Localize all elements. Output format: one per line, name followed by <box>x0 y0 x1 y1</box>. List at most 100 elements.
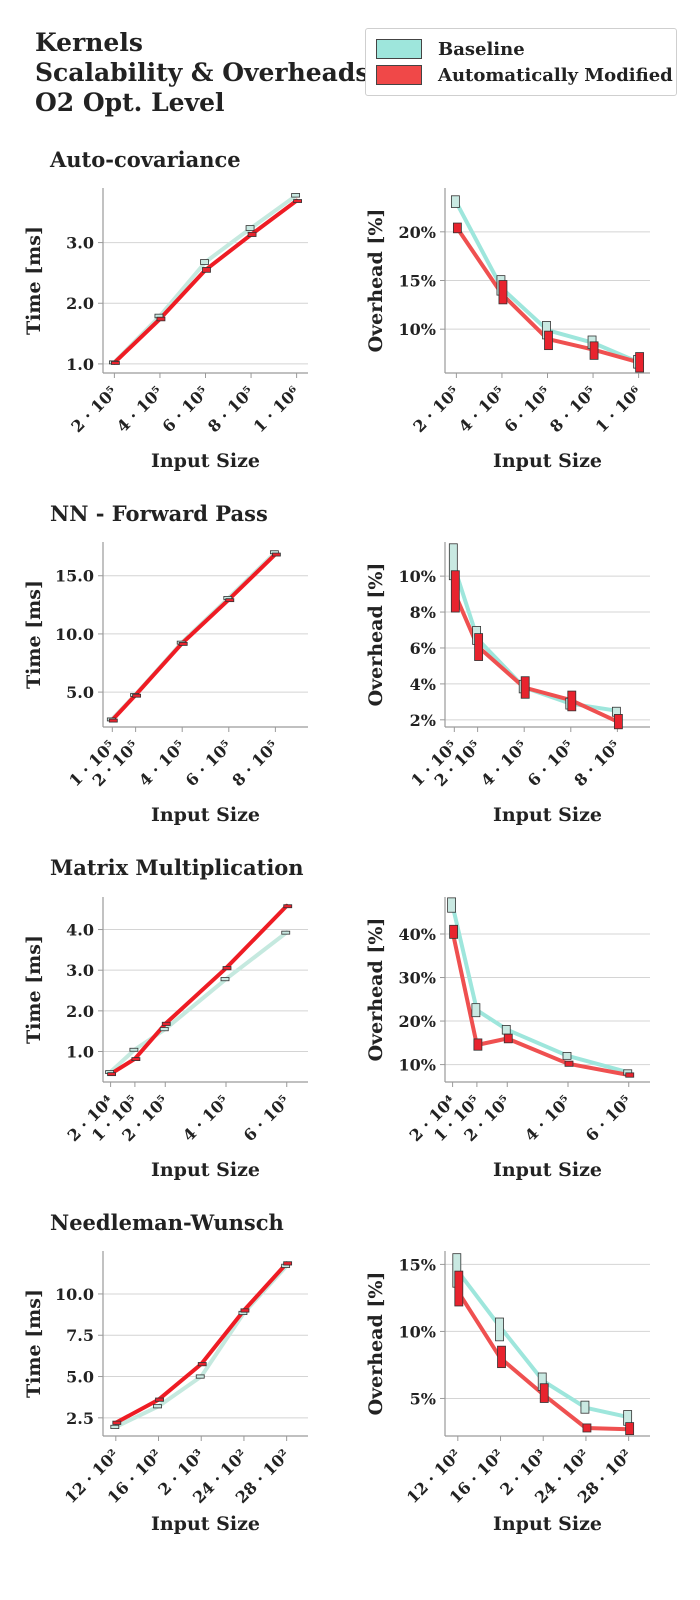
x-axis-label: Input Size <box>151 1159 260 1181</box>
x-axis-label: Input Size <box>493 804 602 826</box>
data-box-modified <box>240 1308 250 1313</box>
x-axis-label: Input Size <box>493 1513 602 1535</box>
y-tick-label: 3.0 <box>66 961 94 980</box>
data-box-baseline <box>501 1025 511 1035</box>
data-box-modified <box>625 1422 635 1436</box>
data-box-modified <box>156 316 166 322</box>
y-tick-label: 40% <box>399 925 436 944</box>
data-box-baseline <box>450 195 460 208</box>
data-box-modified <box>222 966 232 971</box>
y-tick-label: 8% <box>410 603 436 622</box>
data-box-modified <box>582 1423 592 1433</box>
data-box-modified <box>112 1420 122 1425</box>
figure-title: Kernels Scalability & Overheads, O2 Opt.… <box>35 28 379 117</box>
data-box-baseline <box>447 897 456 913</box>
data-box-modified <box>283 904 293 909</box>
panel-title-matrix-multiplication: Matrix Multiplication <box>50 855 304 880</box>
data-box-modified <box>567 690 577 712</box>
data-box-modified <box>454 1270 464 1307</box>
x-axis-label: Input Size <box>151 450 260 472</box>
panel-title-needleman-wunsch: Needleman-Wunsch <box>50 1210 284 1235</box>
data-box-modified <box>520 676 530 699</box>
y-axis-label: Overhead [%] <box>365 1272 387 1416</box>
x-axis-label: Input Size <box>493 450 602 472</box>
data-box-baseline <box>580 1400 590 1414</box>
y-axis-label: Time [ms] <box>23 580 45 689</box>
y-tick-label: 2.0 <box>66 294 94 313</box>
x-tick-label: 4 · 10⁵ <box>455 382 509 436</box>
y-axis-label: Time [ms] <box>23 935 45 1044</box>
y-tick-label: 2% <box>410 711 436 730</box>
data-box-modified <box>283 1261 293 1266</box>
y-tick-label: 10% <box>399 320 436 339</box>
y-tick-label: 4% <box>410 675 436 694</box>
data-box-modified <box>202 267 211 273</box>
x-axis-label: Input Size <box>151 804 260 826</box>
y-tick-label: 20% <box>399 223 436 242</box>
data-box-modified <box>161 1021 171 1026</box>
panel-title-nn-forward-pass: NN - Forward Pass <box>50 501 268 526</box>
y-tick-label: 15% <box>399 272 436 291</box>
data-box-baseline <box>200 259 209 265</box>
data-box-baseline <box>471 1003 481 1018</box>
data-box-modified <box>503 1033 513 1044</box>
data-box-modified <box>539 1383 549 1403</box>
y-tick-label: 7.5 <box>66 1326 94 1345</box>
y-tick-label: 10% <box>399 1056 436 1075</box>
x-tick-label: 2 · 10⁵ <box>409 382 463 436</box>
data-box-modified <box>450 570 460 613</box>
data-box-modified <box>625 1072 635 1078</box>
data-box-modified <box>544 330 553 351</box>
x-tick-label: 8 · 10⁵ <box>570 736 624 790</box>
data-box-modified <box>197 1362 207 1367</box>
data-box-modified <box>497 1345 506 1369</box>
y-axis-label: Overhead [%] <box>365 918 387 1062</box>
legend-swatch-modified <box>376 65 422 85</box>
y-tick-label: 6% <box>410 639 436 658</box>
data-box-modified <box>473 1038 483 1051</box>
data-box-baseline <box>495 1317 504 1342</box>
data-box-baseline <box>281 930 291 935</box>
data-box-modified <box>498 280 508 305</box>
data-box-modified <box>225 598 235 603</box>
y-tick-label: 1.0 <box>66 1043 94 1062</box>
y-tick-label: 10% <box>399 567 436 586</box>
y-axis-label: Overhead [%] <box>365 209 387 353</box>
x-tick-label: 6 · 10⁵ <box>500 382 554 436</box>
x-tick-label: 4 · 10⁵ <box>477 736 531 790</box>
data-box-baseline <box>110 1424 120 1429</box>
y-tick-label: 10% <box>399 1322 436 1341</box>
y-axis-label: Overhead [%] <box>365 563 387 707</box>
y-tick-label: 15.0 <box>55 567 94 586</box>
legend-label-baseline: Baseline <box>438 38 525 60</box>
y-tick-label: 15% <box>399 1255 436 1274</box>
x-axis-label: Input Size <box>493 1159 602 1181</box>
data-box-baseline <box>291 193 301 198</box>
data-box-baseline <box>159 1027 169 1032</box>
data-box-modified <box>293 199 303 203</box>
data-box-modified <box>178 642 188 646</box>
legend-item-modified: Automatically Modified <box>376 64 673 86</box>
x-tick-label: 6 · 10⁵ <box>582 1091 636 1145</box>
y-axis-label: Time [ms] <box>23 226 45 335</box>
y-tick-label: 2.0 <box>66 1002 94 1021</box>
data-box-modified <box>110 361 120 365</box>
data-box-baseline <box>129 1047 139 1052</box>
data-box-modified <box>449 924 458 939</box>
data-box-modified <box>564 1060 574 1067</box>
legend-swatch-baseline <box>376 39 422 59</box>
y-tick-label: 3.0 <box>66 234 94 253</box>
data-box-modified <box>635 352 645 373</box>
y-tick-label: 2.5 <box>66 1409 94 1428</box>
data-box-baseline <box>153 1404 162 1409</box>
data-box-modified <box>132 693 142 698</box>
y-tick-label: 30% <box>399 969 436 988</box>
data-box-baseline <box>245 225 255 231</box>
